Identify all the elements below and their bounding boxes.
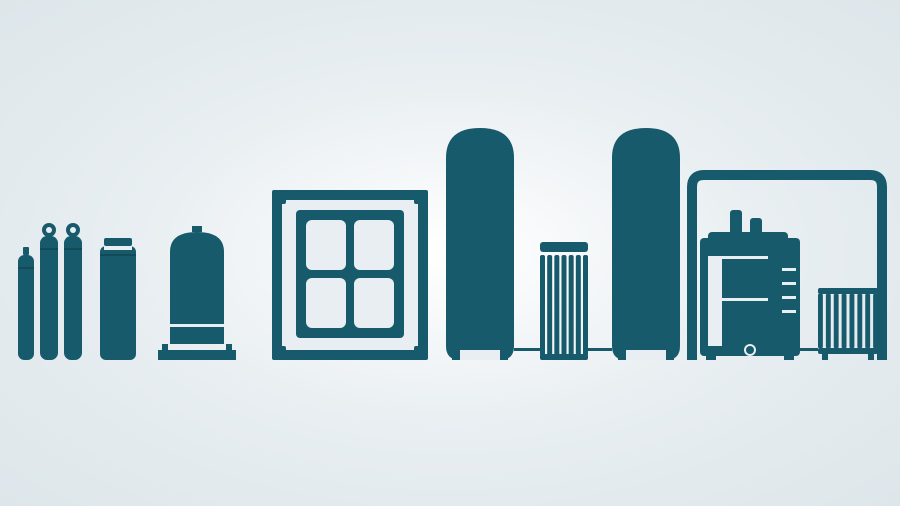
container-frame	[272, 190, 428, 360]
storage-tank-1	[446, 128, 514, 360]
pressure-vessel	[158, 226, 236, 360]
process-machine	[700, 210, 800, 360]
industrial-equipment-diagram	[0, 0, 900, 506]
medium-cylinder	[100, 238, 136, 360]
small-cylinders	[18, 223, 82, 360]
storage-tank-2	[612, 128, 680, 360]
radiator	[818, 288, 878, 360]
tube-bundle	[540, 242, 588, 360]
